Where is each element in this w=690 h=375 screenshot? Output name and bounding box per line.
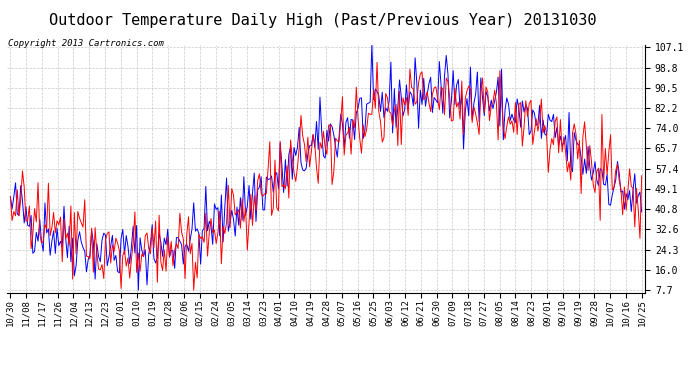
Text: Outdoor Temperature Daily High (Past/Previous Year) 20131030: Outdoor Temperature Daily High (Past/Pre… [49, 13, 597, 28]
Text: Previous  (°F): Previous (°F) [513, 37, 588, 46]
Text: Copyright 2013 Cartronics.com: Copyright 2013 Cartronics.com [8, 39, 164, 48]
Text: Past  (°F): Past (°F) [591, 37, 644, 46]
